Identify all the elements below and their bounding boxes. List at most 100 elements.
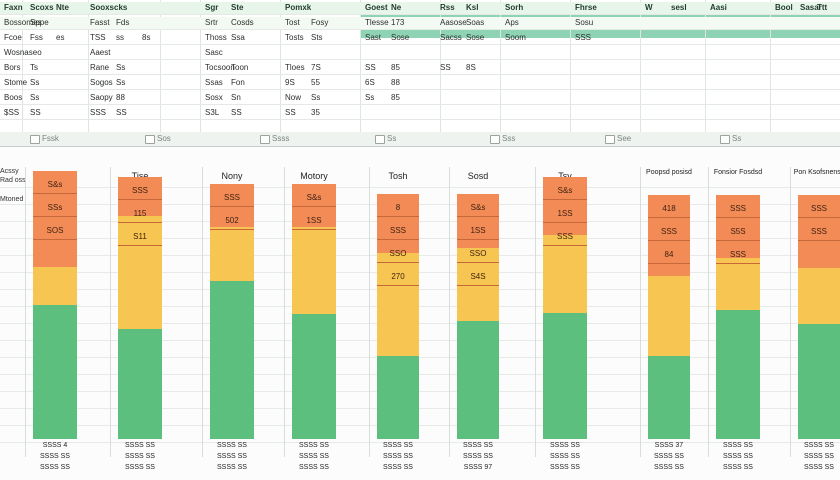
sheet-cell[interactable]: Sooxscks [90,3,128,12]
sheet-cell[interactable]: Soom [505,33,526,42]
toolbar-cell-icon[interactable] [605,135,615,144]
sheet-cell[interactable]: Bossornes [4,18,42,27]
sheet-cell[interactable]: 8s [142,33,151,42]
sheet-cell[interactable]: Cosds [231,18,254,27]
sheet-cell[interactable]: 7S [311,63,321,72]
sheet-cell[interactable]: Saopy [90,93,113,102]
toolbar-label[interactable]: Sss [502,134,516,143]
sheet-cell[interactable]: Ss [30,78,40,87]
sheet-cell[interactable]: Sgr [205,3,219,12]
sheet-cell[interactable]: Sosx [205,93,223,102]
sheet-cell[interactable]: Sorh [505,3,524,12]
sheet-cell[interactable]: SSS [90,108,107,117]
sheet-cell[interactable]: Sosu [575,18,594,27]
sheet-cell[interactable]: Fosy [311,18,329,27]
sheet-cell[interactable]: SS [285,108,296,117]
toolbar-label[interactable]: See [617,134,632,143]
sheet-cell[interactable]: Ne [391,3,402,12]
sheet-cell[interactable]: Fhrse [575,3,597,12]
sheet-cell[interactable]: 85 [391,93,400,102]
sheet-cell[interactable]: 8S [466,63,476,72]
sheet-cell[interactable]: Scoxs [30,3,54,12]
sheet-cell[interactable]: Fon [231,78,245,87]
sheet-cell[interactable]: Ss [30,93,40,102]
sheet-cell[interactable]: SS [440,63,451,72]
sheet-cell[interactable]: Toon [231,63,249,72]
sheet-cell[interactable]: Sasar [800,3,822,12]
sheet-cell[interactable]: Soas [466,18,485,27]
toolbar-label[interactable]: Ssss [272,134,290,143]
toolbar-cell-icon[interactable] [720,135,730,144]
sheet-cell[interactable]: Ss [311,93,321,102]
sheet-cell[interactable]: Aps [505,18,519,27]
sheet-cell[interactable]: Srtr [205,18,218,27]
sheet-cell[interactable]: Tloes [285,63,305,72]
sheet-row[interactable]: $SS SS SSS SS S3L SS SS 35 [0,107,840,120]
sheet-cell[interactable]: Boos [4,93,23,102]
sheet-cell[interactable]: Sts [311,33,323,42]
sheet-row[interactable]: Bors Ts Rane Ss Tocsoon Toon Tloes 7S SS 85 SS 8S [0,62,840,75]
sheet-cell[interactable]: TSS [90,33,106,42]
sheet-cell[interactable]: W [645,3,653,12]
sheet-cell[interactable]: Fasst [90,18,110,27]
toolbar-label[interactable]: Sos [157,134,171,143]
sheet-row[interactable]: Wosnaseo Aaest Sasc [0,47,840,60]
sheet-cell[interactable]: Faxn [4,3,23,12]
sheet-cell[interactable]: Tlesse [365,18,389,27]
toolbar-cell-icon[interactable] [375,135,385,144]
sheet-cell[interactable]: Aaest [90,48,111,57]
sheet-cell[interactable]: S3L [205,108,220,117]
sheet-cell[interactable]: Ss [116,63,126,72]
sheet-cell[interactable]: Nte [56,3,69,12]
spreadsheet-grid[interactable]: Faxn Scoxs Nte Sooxscks Sgr Ste Pomxk Goest Ne Rs… [0,0,840,133]
sheet-cell[interactable]: sesl [671,3,687,12]
sheet-cell[interactable]: Ss [116,78,126,87]
sheet-cell[interactable]: 35 [311,108,320,117]
sheet-cell[interactable]: 9S [285,78,295,87]
sheet-cell[interactable]: Sn [231,93,241,102]
sheet-cell[interactable]: Ttt [817,3,828,12]
sheet-cell[interactable]: Tost [285,18,300,27]
sheet-row[interactable]: Fcoe Fss es TSS ss 8s Thoss Ssa Tosts Sts Sast Sose… [0,32,840,45]
sheet-cell[interactable]: Fds [116,18,130,27]
sheet-cell[interactable]: 85 [391,63,400,72]
sheet-cell[interactable]: Sasc [205,48,223,57]
sheet-cell[interactable]: SSS [575,33,592,42]
sheet-cell[interactable]: SS [231,108,242,117]
sheet-cell[interactable]: Aasose [440,18,467,27]
sheet-cell[interactable]: Aasi [710,3,727,12]
sheet-cell[interactable]: Rane [90,63,110,72]
sheet-row[interactable]: Boos Ss Saopy 88 Sosx Sn Now Ss Ss 85 [0,92,840,105]
sheet-cell[interactable]: Sose [391,33,410,42]
sheet-cell[interactable]: 6S [365,78,375,87]
sheet-cell[interactable]: Bool [775,3,793,12]
sheet-cell[interactable]: $SS [4,108,20,117]
sheet-cell[interactable]: Ts [30,63,38,72]
sheet-cell[interactable]: Sogos [90,78,113,87]
sheet-cell[interactable]: SS [365,63,376,72]
sheet-cell[interactable]: Tosts [285,33,304,42]
sheet-cell[interactable]: Ksl [466,3,479,12]
sheet-cell[interactable]: Tocsoon [205,63,235,72]
toolbar-cell-icon[interactable] [145,135,155,144]
sheet-row[interactable]: Faxn Scoxs Nte Sooxscks Sgr Ste Pomxk Goest Ne Rs… [0,2,840,15]
sheet-row[interactable]: Bossornes Sppe Fasst Fds Srtr Cosds Tost Fosy Tl… [0,17,840,30]
sheet-cell[interactable]: Sppe [30,18,49,27]
sheet-cell[interactable]: Rss [440,3,455,12]
sheet-cell[interactable]: Ss [365,93,375,102]
sheet-cell[interactable]: Now [285,93,302,102]
sheet-cell[interactable]: Fss [30,33,43,42]
toolbar-label[interactable]: Ss [387,134,397,143]
toolbar-cell-icon[interactable] [260,135,270,144]
sheet-cell[interactable]: SS [30,108,41,117]
sheet-cell[interactable]: Sose [466,33,485,42]
sheet-cell[interactable]: Bors [4,63,21,72]
sheet-cell[interactable]: es [56,33,65,42]
sheet-cell[interactable]: ss [116,33,124,42]
toolbar-cell-icon[interactable] [30,135,40,144]
sheet-cell[interactable]: Pomxk [285,3,312,12]
sheet-cell[interactable]: SS [116,108,127,117]
sheet-cell[interactable]: 173 [391,18,405,27]
sheet-cell[interactable]: 88 [116,93,125,102]
sheet-cell[interactable]: Sast [365,33,382,42]
